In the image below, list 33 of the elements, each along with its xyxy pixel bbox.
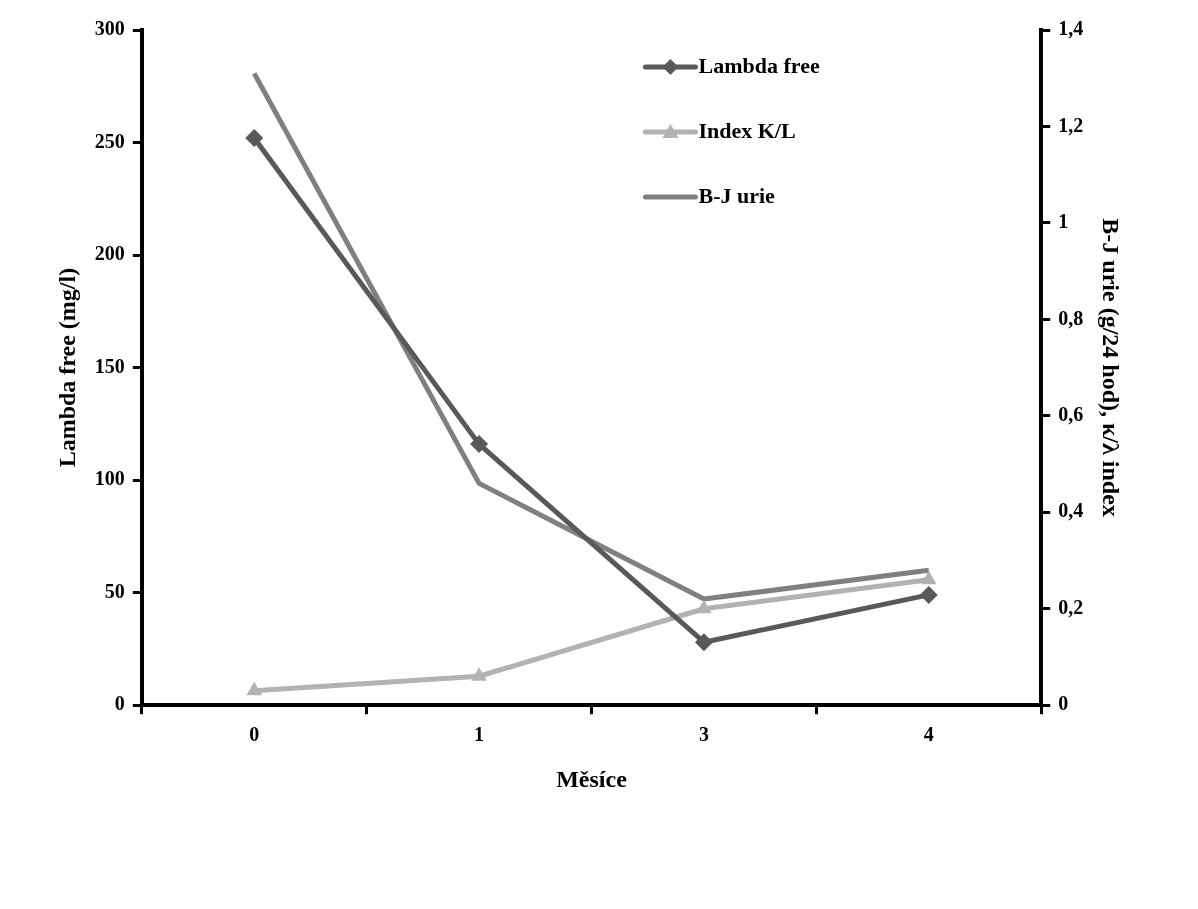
y2-axis-title: B-J urie (g/24 hod), κ/λ index <box>1098 218 1125 517</box>
x-tick-label: 4 <box>923 723 934 746</box>
legend-label: B-J urie <box>698 182 776 208</box>
y-tick-label: 250 <box>94 129 125 152</box>
y2-tick-label: 1,4 <box>1058 17 1084 40</box>
y-axis-title: Lambda free (mg/l) <box>53 267 80 468</box>
legend-label: Index K/L <box>698 117 796 143</box>
y-tick-label: 300 <box>94 17 125 40</box>
x-axis-title: Měsíce <box>556 765 628 792</box>
point <box>694 633 713 652</box>
y2-tick-label: 0,8 <box>1058 306 1084 329</box>
point <box>919 585 938 604</box>
point <box>696 599 712 614</box>
legend-label: Lambda free <box>698 52 820 78</box>
y-tick-label: 0 <box>114 692 125 715</box>
x-tick-label: 3 <box>698 723 709 746</box>
y2-tick-label: 1 <box>1058 210 1069 233</box>
y-tick-label: 50 <box>104 579 125 602</box>
point <box>470 435 489 454</box>
point <box>471 667 487 681</box>
point <box>920 570 937 585</box>
y2-tick-label: 0,6 <box>1058 403 1084 425</box>
y-tick-label: 200 <box>94 242 125 265</box>
y2-tick-label: 1,2 <box>1058 113 1084 136</box>
y2-tick-label: 0 <box>1058 692 1069 715</box>
point <box>245 129 264 148</box>
y2-tick-label: 0,4 <box>1058 499 1084 522</box>
y2-tick-label: 0,2 <box>1058 595 1084 618</box>
x-tick-label: 1 <box>474 723 485 746</box>
point <box>246 681 263 696</box>
y-tick-label: 100 <box>94 467 125 490</box>
x-tick-label: 0 <box>249 723 260 746</box>
y-tick-label: 150 <box>94 354 125 377</box>
